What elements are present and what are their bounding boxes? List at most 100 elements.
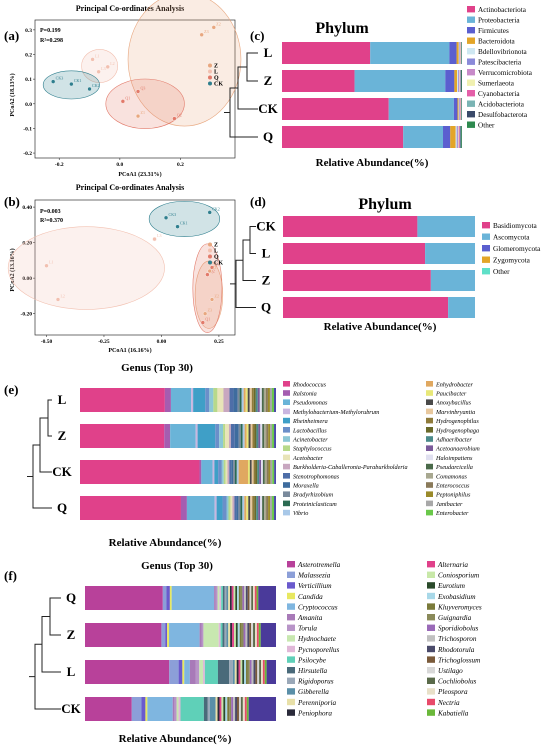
panel-e-legend: Rhodococcus Ralstonia Pseudomonas Methyloba…: [283, 381, 480, 517]
point-label: Z3: [208, 308, 212, 313]
point-label: L1: [95, 53, 99, 58]
bar-segment: [199, 623, 202, 647]
bar-segment: [227, 460, 230, 484]
x-tick-label: 0.00: [157, 339, 167, 345]
legend-label: Marvinbryantia: [435, 409, 475, 416]
legend-label: Alternaria: [437, 561, 468, 569]
bar-segment: [252, 496, 255, 520]
bar-segment: [222, 623, 225, 647]
bar-segment: [195, 660, 200, 684]
legend-swatch: [427, 645, 435, 653]
legend-swatch: [482, 222, 490, 229]
group-ellipse-l: [7, 226, 165, 310]
bar-segment: [270, 424, 273, 448]
panel-c-xlabel: Relative Abundance(%): [316, 157, 429, 169]
bar-segment: [246, 496, 249, 520]
legend-label: Janibacter: [436, 501, 463, 508]
bar-segment: [255, 388, 258, 412]
bar-segment: [264, 660, 267, 684]
panel-d-legend: Basidiomycota Ascomycota Glomeromycota Zygo…: [482, 221, 541, 276]
bar-segment: [195, 424, 198, 448]
point-label: CK1: [74, 78, 82, 83]
bar-segment: [162, 586, 167, 610]
legend-label: Coniosporium: [438, 572, 479, 580]
legend-swatch: [426, 509, 433, 516]
bar-segment: [259, 388, 262, 412]
data-point: [200, 320, 206, 325]
panel-b-plot-area: -0.50 -0.25 0.00 0.25-0.200.000.200.40CK1CK…: [7, 199, 236, 345]
data-point: [105, 64, 110, 70]
point-label: L3: [157, 233, 161, 238]
bar-segment: [248, 496, 251, 520]
bar-segment: [264, 460, 267, 484]
legend-swatch: [427, 677, 435, 684]
bar-segment: [223, 388, 230, 412]
bar-segment: [214, 460, 219, 484]
data-point: [96, 69, 101, 74]
panel-a-title: Principal Co-ordinates Analysis: [76, 4, 184, 13]
bar-segment: [271, 388, 274, 412]
legend-swatch: [467, 6, 475, 13]
legend-label: Bacteroidota: [478, 38, 516, 46]
bar-segment: [257, 388, 260, 412]
legend-swatch: [427, 656, 435, 663]
bar-segment: [283, 270, 431, 291]
legend-swatch: [426, 408, 433, 415]
bar-segment: [221, 586, 223, 610]
bar-segment: [461, 126, 462, 148]
bar-segment: [265, 388, 268, 412]
bar-segment: [145, 697, 148, 721]
legend-swatch: [287, 614, 295, 621]
bar-segment: [246, 424, 249, 448]
bar-segment: [256, 496, 259, 520]
bar-segment: [283, 216, 418, 237]
category-label: Q: [66, 590, 76, 605]
legend-swatch: [426, 500, 433, 507]
legend-swatch: [426, 482, 433, 488]
bar-segment: [201, 623, 204, 647]
bar-segment: [282, 126, 404, 148]
bar-segment: [249, 388, 252, 412]
legend-label: Desulfobacterota: [478, 111, 528, 119]
bar-segment: [171, 586, 215, 610]
point-label: CK2: [92, 83, 100, 88]
bar-segment: [240, 586, 243, 610]
legend-swatch: [208, 248, 212, 253]
bar-segment: [260, 623, 276, 647]
bar-segment: [221, 697, 224, 721]
bar-segment: [253, 623, 255, 647]
bar-segment: [354, 70, 446, 92]
point-label: Q2: [210, 269, 215, 274]
y-tick-label: 0.40: [22, 205, 32, 211]
bar-segment: [261, 660, 263, 684]
bar-segment: [242, 496, 245, 520]
bar-segment: [448, 297, 475, 318]
data-point: [69, 81, 74, 87]
bar-segment: [457, 126, 459, 148]
bar-segment: [262, 496, 265, 520]
point-label: CK1: [180, 221, 188, 226]
bar-segment: [229, 697, 232, 721]
x-tick-label: 0.2: [177, 162, 184, 168]
bar-segment: [269, 388, 272, 412]
group-ellipse-ck: [148, 200, 221, 237]
bar-segment: [228, 586, 231, 610]
category-label: CK: [61, 701, 81, 716]
category-label: CK: [258, 101, 278, 116]
data-point: [135, 89, 141, 94]
bar-segment: [232, 496, 235, 520]
bar-segment: [176, 697, 179, 721]
bar-segment: [225, 697, 228, 721]
dendro-branch: [237, 66, 258, 110]
legend-label: Lactobacillus: [292, 427, 327, 434]
data-point: [199, 32, 204, 37]
bar-segment: [272, 424, 275, 448]
bar-segment: [282, 42, 371, 64]
y-tick-label: 0.2: [25, 53, 32, 59]
bar-segment: [240, 496, 243, 520]
bar-segment: [254, 496, 257, 520]
bar-segment: [457, 98, 459, 120]
bar-segment: [231, 460, 234, 484]
bar-segment: [458, 42, 460, 64]
legend-swatch: [482, 245, 490, 252]
